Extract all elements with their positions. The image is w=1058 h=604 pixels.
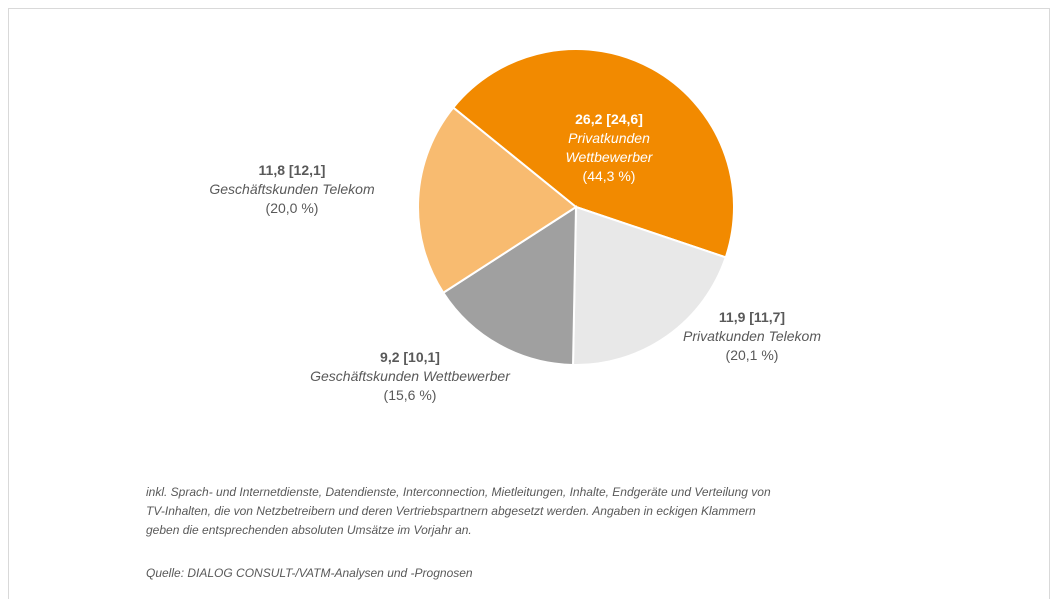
value-label: 11,8 [12,1]: [259, 162, 326, 178]
pie-slice: [572, 205, 728, 366]
percent-label: (15,6 %): [384, 387, 437, 403]
pie-slice: [451, 48, 736, 259]
source: Quelle: DIALOG CONSULT-/VATM-Analysen un…: [146, 566, 473, 580]
percent-label: (20,0 %): [266, 200, 319, 216]
percent-label: (20,1 %): [726, 347, 779, 363]
pie-slice: [417, 106, 578, 295]
value-label: 9,2 [10,1]: [380, 349, 440, 365]
footnote: geben die entsprechenden absoluten Umsät…: [146, 523, 472, 537]
category-label: Geschäftskunden Wettbewerber: [310, 368, 511, 384]
category-label: Geschäftskunden Telekom: [209, 181, 375, 197]
category-label: Privatkunden Telekom: [683, 328, 821, 344]
footnote: TV-Inhalten, die von Netzbetreibern und …: [146, 504, 756, 518]
footnote: inkl. Sprach- und Internetdienste, Daten…: [146, 485, 771, 499]
category-label: Privatkunden Wettbewerber: [566, 130, 654, 165]
value-label: 26,2 [24,6]: [575, 111, 643, 127]
pie-slice: [441, 205, 578, 366]
value-label: 11,9 [11,7]: [719, 309, 785, 325]
frame: [8, 8, 1050, 604]
percent-label: (44,3 %): [583, 168, 636, 184]
